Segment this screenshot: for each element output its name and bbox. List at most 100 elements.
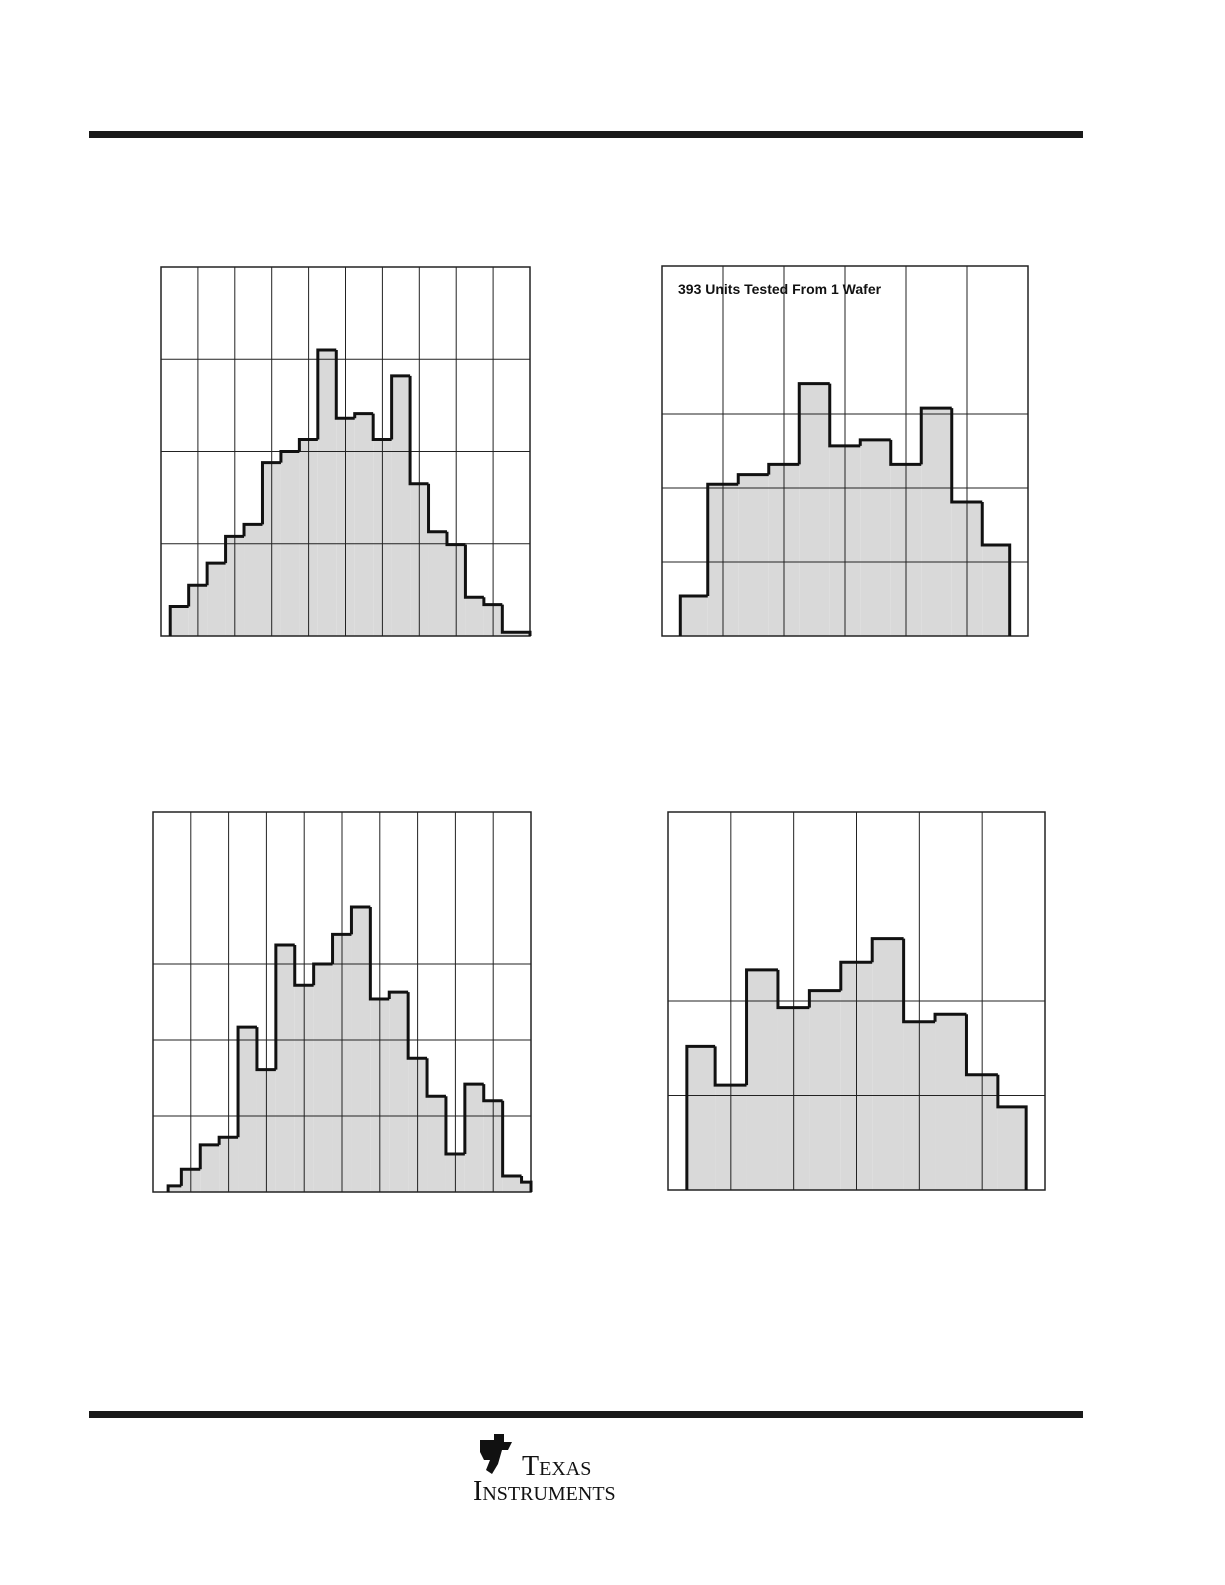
bar-outline xyxy=(463,1082,484,1154)
bar-outline xyxy=(996,1074,1028,1190)
bar xyxy=(207,563,226,636)
bar-outline xyxy=(463,544,484,599)
bar-outline xyxy=(736,473,769,485)
bar-outline xyxy=(316,348,337,440)
bar-outline xyxy=(255,1027,276,1072)
bar-outline xyxy=(933,1012,967,1022)
bar xyxy=(313,964,333,1192)
footer-rule xyxy=(89,1411,1083,1418)
bar xyxy=(168,1185,182,1192)
bar-outline xyxy=(964,1014,998,1077)
bar xyxy=(680,596,708,636)
bar xyxy=(746,969,778,1190)
bar-outline xyxy=(482,1084,503,1103)
bar xyxy=(738,474,769,636)
bar-outline xyxy=(807,989,841,1008)
bar-outline xyxy=(331,932,352,964)
bar xyxy=(686,1046,716,1190)
bar-outline xyxy=(745,968,778,1086)
bar-outline xyxy=(371,413,392,442)
bar xyxy=(354,413,374,636)
histogram: 393 Units Tested From 1 Wafer xyxy=(661,265,1029,637)
logo-text: Texas xyxy=(522,1451,591,1482)
bar-outline xyxy=(950,408,983,504)
bar xyxy=(997,1106,1027,1190)
bar-outline xyxy=(444,1096,465,1156)
bar-outline xyxy=(242,522,263,537)
plot-frame xyxy=(160,266,531,637)
bar xyxy=(872,938,904,1190)
bar-outline xyxy=(168,604,189,636)
bar-outline xyxy=(390,374,411,440)
bar-outline xyxy=(312,962,333,986)
bar-outline xyxy=(685,1044,716,1190)
bar-outline xyxy=(334,350,355,420)
bar-outline xyxy=(839,960,873,991)
bar-outline xyxy=(425,1058,446,1098)
plot-frame xyxy=(667,811,1046,1191)
bar xyxy=(317,350,337,636)
bar-outline xyxy=(919,406,952,465)
bar xyxy=(275,945,295,1192)
bar-outline xyxy=(870,937,904,963)
bar-outline xyxy=(678,594,708,636)
ti-logo: Texas Instruments xyxy=(473,1434,616,1507)
bar-outline xyxy=(166,1184,182,1192)
histogram xyxy=(667,811,1046,1191)
bar-outline xyxy=(198,1143,220,1170)
bar-outline xyxy=(297,438,318,452)
bar xyxy=(351,907,371,1192)
bar xyxy=(244,524,263,636)
bar xyxy=(982,544,1010,636)
plot-frame xyxy=(661,265,1029,637)
bar-outline xyxy=(889,439,922,466)
histogram xyxy=(152,811,533,1193)
bar-outline xyxy=(520,1176,533,1192)
bar-outline xyxy=(776,969,810,1010)
plot-frame xyxy=(152,811,532,1193)
histogram xyxy=(160,266,532,637)
bar-outline xyxy=(797,382,830,465)
bar-outline xyxy=(828,383,861,448)
bar xyxy=(427,1096,446,1192)
bar-outline xyxy=(353,412,374,419)
bar xyxy=(799,383,830,636)
bar-outline xyxy=(406,992,428,1060)
bar-outline xyxy=(368,907,390,1001)
bar xyxy=(502,632,530,636)
bar xyxy=(428,531,447,636)
bar xyxy=(521,1182,531,1192)
bar xyxy=(809,990,841,1190)
bar-outline xyxy=(179,1167,201,1186)
bar xyxy=(860,439,891,636)
bar-outline xyxy=(387,990,409,999)
bar-outline xyxy=(293,945,314,987)
bar-outline xyxy=(427,483,447,534)
bar xyxy=(238,1027,257,1192)
bar-outline xyxy=(767,462,800,475)
bar xyxy=(170,606,189,636)
bar-outline xyxy=(482,597,503,607)
bar-outline xyxy=(279,450,300,463)
bar xyxy=(935,1014,967,1190)
bar-outline xyxy=(501,1100,522,1178)
bar xyxy=(465,597,484,636)
bar-outline xyxy=(706,482,739,597)
bar xyxy=(200,1144,220,1192)
bar-outline xyxy=(205,561,226,586)
bar xyxy=(389,992,409,1192)
bar-outline xyxy=(713,1046,747,1087)
bar xyxy=(464,1084,484,1192)
bar-outline xyxy=(980,502,1012,636)
bar xyxy=(921,408,952,636)
annotation: 393 Units Tested From 1 Wafer xyxy=(678,281,882,297)
bar-outline xyxy=(217,1135,239,1145)
bar-outline xyxy=(858,438,891,446)
bar-outline xyxy=(349,905,371,935)
bar-outline xyxy=(187,583,208,607)
bar-outline xyxy=(236,1025,257,1138)
bar xyxy=(502,1176,522,1192)
bar-outline xyxy=(224,534,245,564)
